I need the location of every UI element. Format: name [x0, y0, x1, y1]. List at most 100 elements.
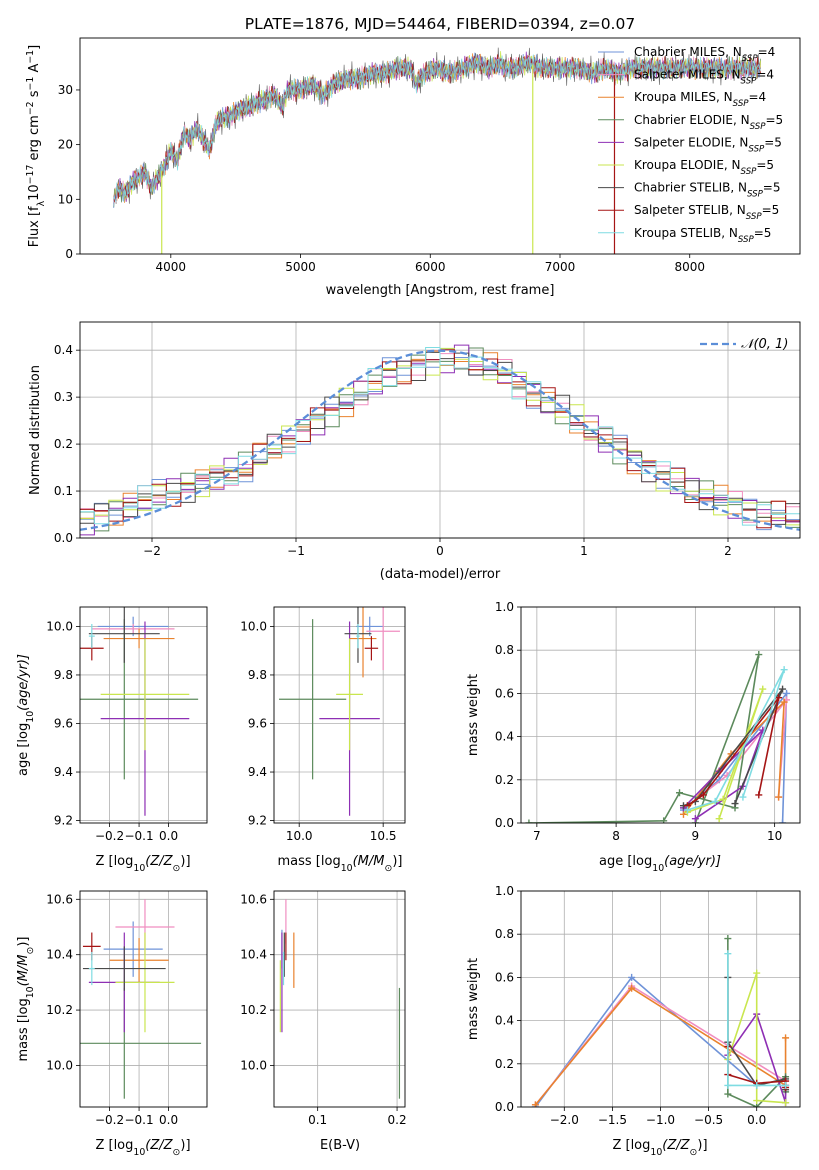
label-part: 10.2: [46, 1003, 73, 1017]
label-part: −1: [25, 77, 36, 91]
data-marker: [699, 791, 707, 799]
data-marker: [775, 793, 783, 801]
y-tick-label: 20: [58, 138, 73, 152]
y-tick-label: 9.2: [248, 814, 267, 828]
label-part: A: [27, 64, 42, 77]
label-part: Kroupa ELODIE, N: [634, 158, 741, 172]
x-axis-label: E(B-V): [320, 1138, 360, 1153]
label-part: 0.2: [495, 1057, 514, 1071]
y-tick-label: 10.6: [46, 892, 73, 906]
axes-frame: [273, 890, 406, 1108]
data-marker: [724, 950, 732, 958]
label-part: 0.3: [54, 390, 73, 404]
data-marker: [731, 800, 739, 808]
legend-entry: Chabrier ELODIE, NSSP=5: [634, 113, 783, 132]
label-part: ⊙: [173, 1147, 181, 1158]
x-tick-label: 0.1: [308, 1113, 327, 1127]
x-tick-label: 0: [436, 544, 444, 558]
x-tick-label: −2.0: [550, 1113, 579, 1127]
y-tick-label: 10.2: [240, 1003, 267, 1017]
y-tick-label: 0.2: [495, 773, 514, 787]
x-tick-label: 0.0: [159, 1113, 178, 1127]
x-axis-label: Z [log10(Z/Z⊙)]: [612, 1138, 707, 1158]
y-tick-label: 0.0: [495, 816, 514, 830]
label-part: =4: [758, 45, 776, 59]
label-part: 6000: [415, 260, 446, 274]
label-part: 7: [533, 829, 541, 843]
x-tick-label: 6000: [415, 260, 446, 274]
label-part: ⊙: [384, 863, 392, 874]
label-part: −0.1: [124, 829, 153, 843]
label-part: (age/yr)]: [16, 654, 31, 711]
label-part: SSP: [738, 235, 755, 245]
data-marker: [683, 806, 691, 814]
chart-residuals: −2 −1 0 1 2 0.0 0.1 0.2 0.3 0.4: [54, 321, 801, 558]
series-line: [534, 987, 787, 1106]
y-tick-label: 10.4: [46, 948, 73, 962]
label-part: −2.0: [550, 1113, 579, 1127]
x-tick-label: 10: [767, 829, 782, 843]
label-part: 8: [612, 829, 620, 843]
label-part: 0.0: [159, 1113, 178, 1127]
legend-entry: Kroupa MILES, NSSP=4: [634, 90, 766, 109]
data-marker: [724, 935, 732, 943]
data-marker: [739, 793, 747, 801]
legend-entry: Kroupa STELIB, NSSP=5: [634, 226, 771, 245]
legend-entry: Salpeter MILES, NSSP=4: [634, 68, 774, 87]
x-axis-label: mass [log10(M/M⊙)]: [278, 854, 403, 874]
plot-area: [531, 935, 790, 1107]
label-part: 10: [25, 986, 36, 998]
label-part: 10.6: [240, 892, 267, 906]
label-part: (Z/Z: [662, 1138, 690, 1153]
label-part: Salpeter STELIB, N: [634, 203, 746, 217]
label-part: 10: [341, 863, 353, 874]
label-part: 9.4: [248, 765, 267, 779]
x-axis-label: wavelength [Angstrom, rest frame]: [326, 283, 555, 298]
x-tick-label: −0.1: [124, 1113, 153, 1127]
data-marker: [753, 969, 761, 977]
label-part: 10.5: [370, 829, 397, 843]
label-part: 0.2: [54, 437, 73, 451]
data-marker: [782, 1034, 790, 1042]
label-part: 5000: [285, 260, 316, 274]
legend-entry: 𝒩(0, 1): [741, 337, 788, 352]
x-tick-label: 10.5: [370, 829, 397, 843]
label-part: Flux [f: [27, 206, 42, 247]
label-part: (Z/Z: [145, 854, 173, 869]
label-part: 0.4: [495, 730, 514, 744]
label-part: )]: [392, 854, 402, 869]
y-tick-label: 0.4: [495, 730, 514, 744]
label-part: 𝒩(0, 1): [741, 337, 788, 352]
label-part: (age/yr)]: [664, 854, 721, 869]
label-part: 0.0: [159, 829, 178, 843]
data-marker: [780, 698, 788, 706]
x-tick-label: −1.5: [598, 1113, 627, 1127]
label-part: 0.2: [388, 1113, 407, 1127]
y-tick-label: 0.0: [54, 531, 73, 545]
x-tick-label: 1: [580, 544, 588, 558]
legend-entry: Kroupa ELODIE, NSSP=5: [634, 158, 774, 177]
label-part: Normed distribution: [28, 365, 43, 495]
label-part: 0.0: [747, 1113, 766, 1127]
label-part: 1.0: [495, 600, 514, 614]
data-marker: [783, 689, 791, 697]
legend-entry: Salpeter STELIB, NSSP=5: [634, 203, 779, 222]
normal-curve: [80, 349, 800, 531]
chart-z_vs_mass: −0.2 −0.1 0.0 10.0 10.2 10.4 10.6: [46, 890, 208, 1127]
legend-entry: Chabrier STELIB, NSSP=5: [634, 181, 781, 200]
y-tick-label: 0.3: [54, 390, 73, 404]
label-part: 10: [650, 1147, 662, 1158]
data-marker: [679, 810, 687, 818]
label-part: 9.6: [54, 716, 73, 730]
x-axis-label: Z [log10(Z/Z⊙)]: [95, 1138, 190, 1158]
label-part: mass [log: [278, 854, 341, 869]
series-line: [686, 697, 780, 807]
x-tick-label: −1: [287, 544, 305, 558]
x-tick-label: 8000: [674, 260, 705, 274]
label-part: wavelength [Angstrom, rest frame]: [326, 283, 555, 298]
data-marker: [779, 819, 787, 823]
label-part: Z [log: [95, 854, 133, 869]
label-part: ⊙: [690, 1147, 698, 1158]
label-part: 0: [65, 247, 73, 261]
label-part: SSP: [741, 167, 758, 177]
